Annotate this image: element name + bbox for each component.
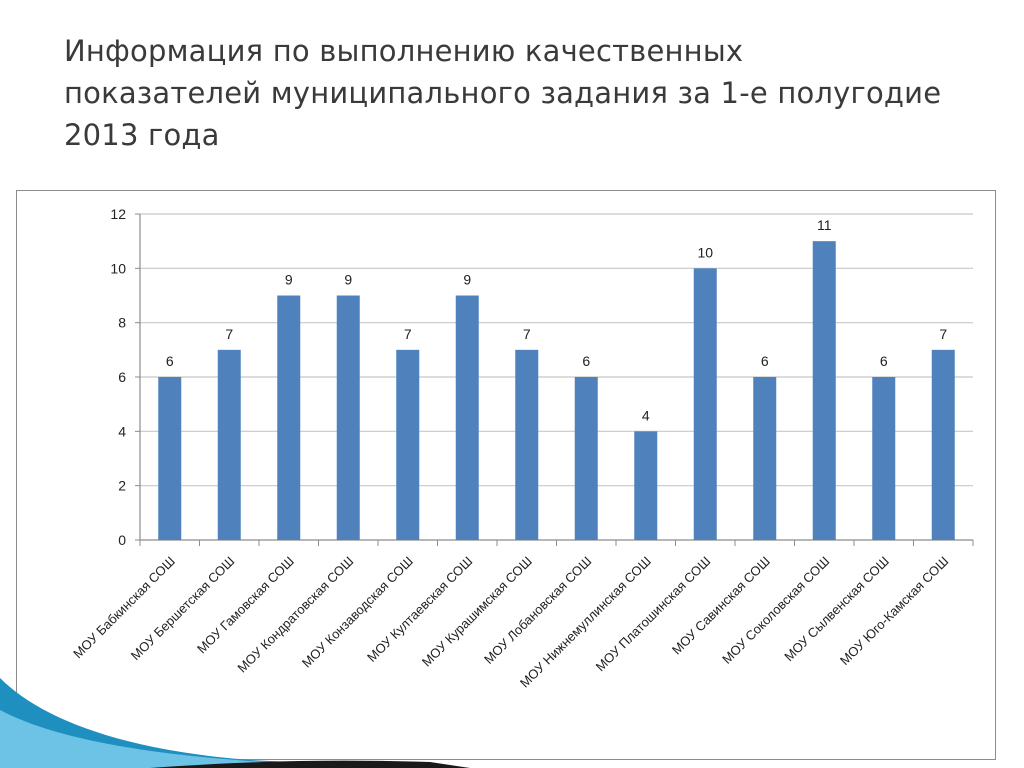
data-label: 7 [404, 326, 412, 342]
x-tick-label: МОУ Конзаводская СОШ [299, 554, 416, 671]
x-tick-label: МОУ Лобановская СОШ [481, 554, 594, 667]
y-tick-label: 6 [118, 369, 126, 385]
y-tick-label: 4 [118, 423, 126, 439]
x-tick-label: МОУ Соколовская СОШ [719, 554, 832, 667]
data-label: 6 [166, 353, 174, 369]
y-tick-label: 12 [110, 206, 126, 222]
x-tick-label: МОУ Платошинская СОШ [593, 554, 714, 675]
bar [396, 349, 420, 540]
data-label: 7 [939, 326, 947, 342]
y-tick-label: 8 [118, 315, 126, 331]
bar [217, 349, 241, 540]
bar [812, 241, 836, 540]
data-label: 6 [582, 353, 590, 369]
data-label: 9 [463, 272, 471, 288]
bar [574, 377, 598, 540]
bar [693, 268, 717, 540]
slide-title: Информация по выполнению качественных по… [64, 34, 942, 152]
x-tick-label: МОУ Култаевская СОШ [364, 554, 475, 665]
data-label: 6 [880, 353, 888, 369]
data-label: 10 [697, 244, 713, 260]
data-label: 9 [285, 272, 293, 288]
x-tick-label: МОУ Юго-Камская СОШ [837, 554, 951, 668]
data-label: 9 [344, 272, 352, 288]
x-tick-label: МОУ Курашимская СОШ [419, 554, 535, 670]
y-axis-ticks: 0 2 4 6 8 10 12 [110, 206, 140, 548]
x-tick-label: МОУ Бабкинская СОШ [70, 554, 178, 662]
x-tick-label: МОУ Кондратовская СОШ [234, 554, 356, 676]
bar [634, 431, 658, 540]
data-label: 7 [523, 326, 531, 342]
data-label: 11 [817, 217, 832, 233]
axes [139, 214, 974, 546]
bar [158, 377, 182, 540]
bar [455, 295, 479, 540]
bar [872, 377, 896, 540]
data-labels: 6 7 9 9 7 9 7 6 4 10 6 11 6 7 [166, 217, 948, 423]
x-tick-label: МОУ Бершетская СОШ [128, 554, 238, 664]
gridlines [140, 213, 973, 487]
x-tick-label: МОУ Гамовская СОШ [194, 554, 297, 657]
y-tick-label: 0 [118, 532, 126, 548]
data-label: 6 [761, 353, 769, 369]
bar [277, 295, 301, 540]
x-tick-label: МОУ Сылвенская СОШ [781, 554, 892, 665]
data-label: 7 [225, 326, 233, 342]
bar [931, 349, 955, 540]
y-tick-label: 10 [110, 260, 126, 276]
bars [158, 241, 955, 540]
data-label: 4 [642, 407, 650, 423]
bar [753, 377, 777, 540]
y-tick-label: 2 [118, 478, 126, 494]
bar [515, 349, 539, 540]
bar [336, 295, 360, 540]
x-tick-label: МОУ Савинская СОШ [669, 554, 773, 658]
chart-frame: 6 7 9 9 7 9 7 6 4 10 6 11 6 7 0 2 4 6 8 10 12 МОУ Бабкинска… [16, 190, 996, 760]
bar-chart: 6 7 9 9 7 9 7 6 4 10 6 11 6 7 0 2 4 6 8 10 12 МОУ Бабкинска… [70, 206, 974, 691]
